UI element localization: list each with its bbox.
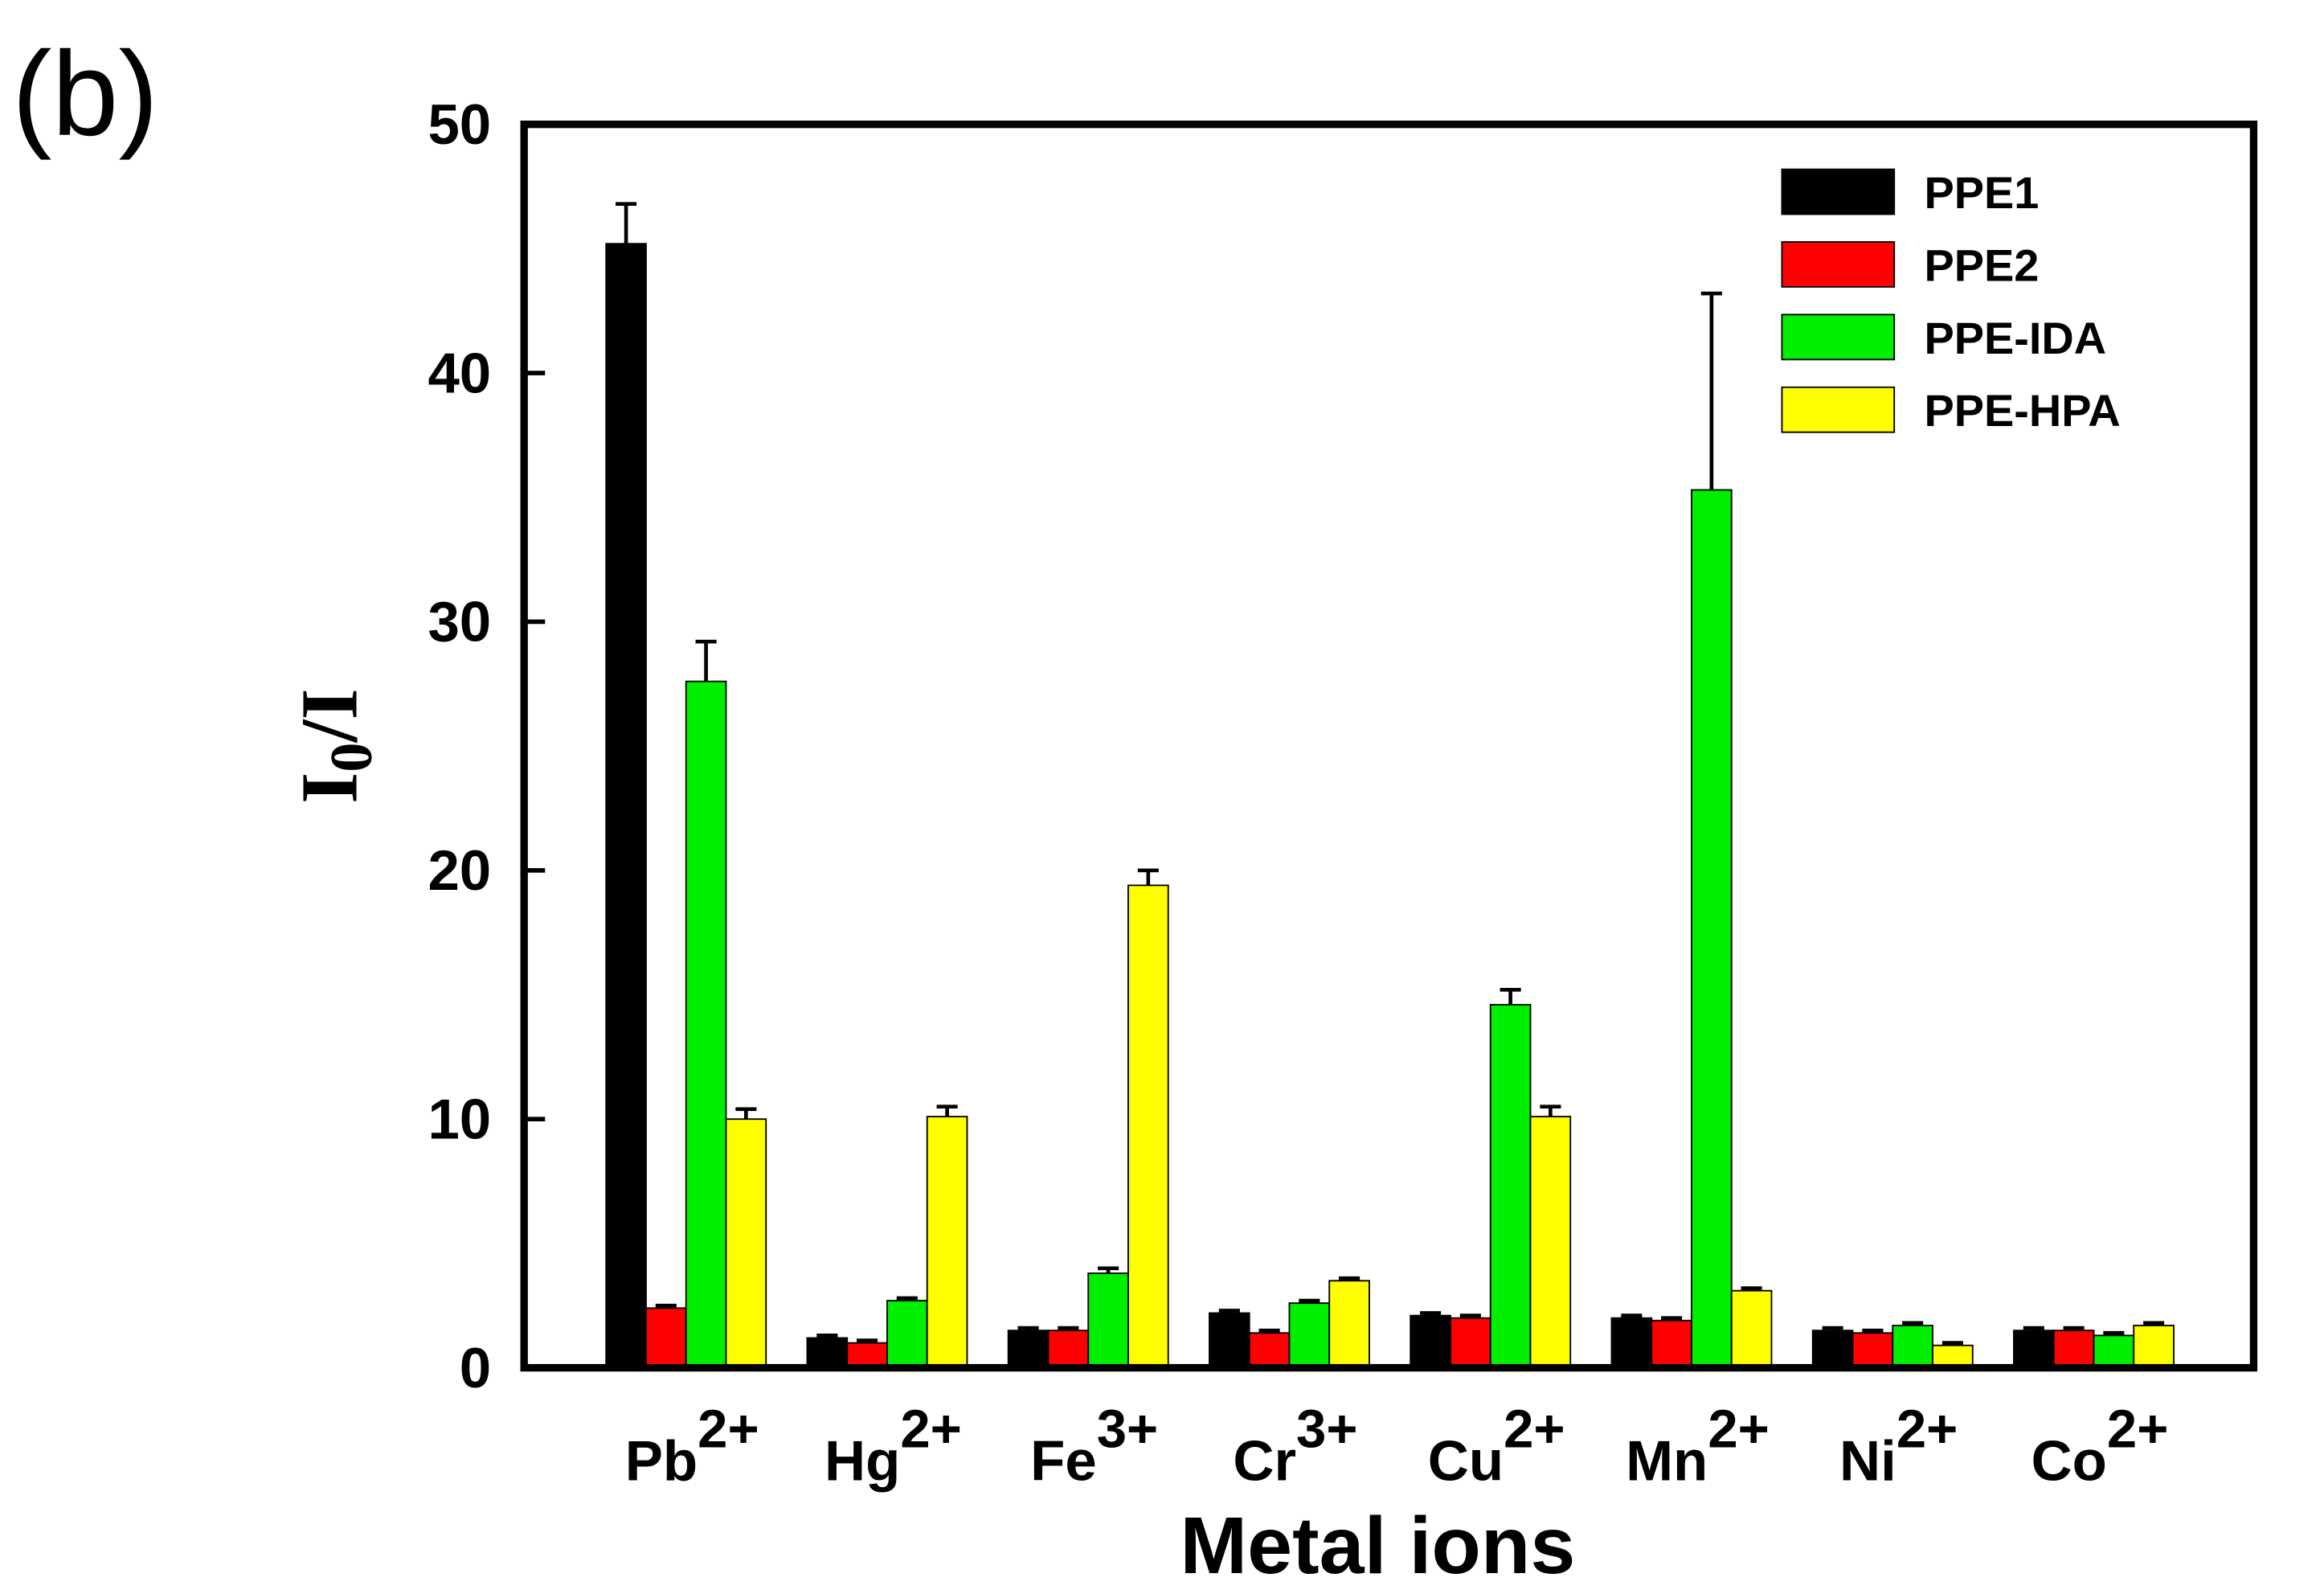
category-charge: 3+: [1296, 1399, 1357, 1459]
x-tick-label: Cr3+: [1233, 1399, 1357, 1493]
legend-label: PPE-IDA: [1924, 313, 2106, 363]
category-charge: 3+: [1097, 1399, 1158, 1459]
category-name: Hg: [824, 1429, 900, 1493]
bar: [2013, 1330, 2055, 1369]
y-tick-label: 20: [428, 839, 491, 903]
y-tick-label: 0: [460, 1337, 491, 1400]
legend-swatch: [1781, 168, 1896, 215]
error-bar: [1500, 987, 1521, 1005]
legend-label: PPE-HPA: [1924, 385, 2120, 436]
category-name: Fe: [1030, 1429, 1097, 1493]
bar: [1047, 1330, 1090, 1369]
category-name: Ni: [1839, 1429, 1896, 1493]
legend-label: PPE1: [1924, 167, 2039, 218]
y-axis-label: I0/I: [284, 688, 385, 804]
bar: [1328, 1280, 1370, 1369]
bar: [1610, 1317, 1653, 1369]
bar: [1288, 1302, 1331, 1369]
category-charge: 2+: [900, 1399, 961, 1459]
bar: [2093, 1334, 2135, 1369]
y-tick-label: 50: [428, 93, 491, 157]
bar: [1450, 1317, 1491, 1369]
bar: [1209, 1312, 1250, 1369]
bar: [1127, 884, 1169, 1369]
category-name: Pb: [625, 1429, 698, 1493]
bar: [2133, 1325, 2175, 1369]
error-bar: [616, 202, 637, 244]
bar: [1892, 1325, 1933, 1369]
y-tick-label: 30: [428, 591, 491, 654]
bar: [806, 1337, 849, 1369]
x-tick-label: Cu2+: [1428, 1399, 1565, 1493]
error-bar: [1700, 291, 1722, 490]
bar: [1248, 1332, 1291, 1369]
x-tick-label: Pb2+: [625, 1399, 759, 1493]
bar: [1410, 1314, 1451, 1369]
legend-swatch: [1781, 241, 1896, 288]
error-bar: [1540, 1104, 1561, 1117]
category-charge: 2+: [698, 1399, 759, 1459]
bar: [685, 680, 727, 1369]
bar: [1851, 1332, 1894, 1369]
y-tick-label: 10: [428, 1088, 491, 1151]
bar: [1529, 1116, 1572, 1369]
bar: [1489, 1003, 1532, 1369]
y-label-main: I: [284, 772, 374, 804]
bar: [1691, 489, 1733, 1369]
x-tick-label: Hg2+: [824, 1399, 962, 1493]
panel-label: (b): [12, 27, 158, 161]
bar: [645, 1307, 687, 1369]
error-bar: [695, 639, 717, 682]
plot: [605, 202, 2175, 1369]
category-name: Cr: [1233, 1429, 1296, 1493]
category-name: Cu: [1428, 1429, 1504, 1493]
error-bar: [735, 1107, 757, 1120]
bar: [1811, 1330, 1854, 1369]
y-label-rest: /I: [284, 688, 374, 743]
plot-frame: [520, 121, 2258, 1372]
category-name: Mn: [1626, 1429, 1708, 1493]
legend-swatch: [1781, 313, 1896, 361]
bar: [926, 1116, 968, 1369]
error-bar: [1098, 1266, 1119, 1274]
category-name: Co: [2031, 1429, 2107, 1493]
legend-swatch: [1781, 386, 1896, 433]
x-tick-label: Ni2+: [1839, 1399, 1958, 1493]
category-charge: 2+: [1896, 1399, 1958, 1459]
bar: [1730, 1289, 1773, 1369]
bar: [1087, 1272, 1129, 1369]
category-charge: 2+: [1504, 1399, 1565, 1459]
x-tick-label: Fe3+: [1030, 1399, 1158, 1493]
bar: [605, 243, 647, 1369]
y-label-sub: 0: [319, 742, 385, 772]
bar: [2052, 1330, 2095, 1369]
legend-label: PPE2: [1924, 240, 2039, 290]
x-axis-label: Metal ions: [1180, 1501, 1575, 1591]
y-tick-label: 40: [428, 342, 491, 405]
bar: [886, 1300, 928, 1369]
bar: [1651, 1319, 1692, 1369]
error-bar: [936, 1104, 958, 1117]
category-charge: 2+: [2107, 1399, 2168, 1459]
x-tick-label: Co2+: [2031, 1399, 2169, 1493]
bar: [1007, 1330, 1049, 1369]
error-bar: [1137, 868, 1159, 886]
bar: [725, 1118, 767, 1369]
category-charge: 2+: [1708, 1399, 1769, 1459]
x-tick-label: Mn2+: [1626, 1399, 1770, 1493]
